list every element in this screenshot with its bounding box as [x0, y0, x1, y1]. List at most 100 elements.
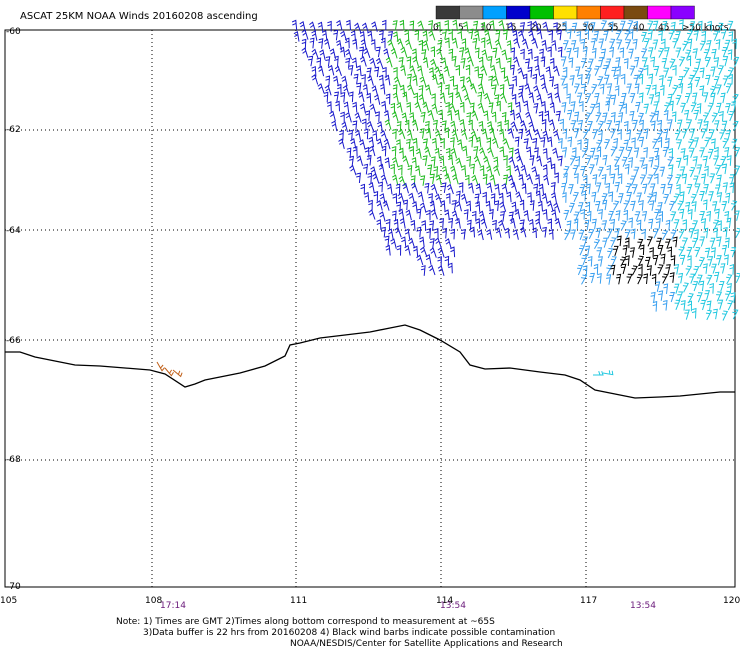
wind-barb: [611, 94, 617, 106]
wind-barb: [630, 228, 636, 240]
wind-barb: [580, 274, 588, 285]
wind-barb: [385, 93, 391, 105]
wind-barb: [650, 291, 656, 303]
wind-barb: [363, 163, 369, 175]
wind-barb: [450, 228, 456, 240]
wind-barb: [564, 230, 571, 241]
wind-barb: [345, 37, 350, 49]
wind-barb: [548, 119, 556, 130]
wind-barb: [429, 238, 435, 249]
wind-barb: [366, 154, 372, 166]
wind-barb: [519, 120, 528, 131]
wind-barb: [577, 264, 584, 276]
wind-barb: [668, 100, 674, 112]
wind-barb: [688, 228, 695, 239]
wind-barb: [588, 164, 595, 175]
wind-barb: [486, 165, 493, 177]
wind-barb: [663, 110, 669, 121]
wind-barb: [468, 28, 474, 40]
wind-barb: [684, 309, 690, 320]
wind-barb: [638, 263, 643, 275]
wind-barb: [392, 193, 397, 204]
wind-barb: [445, 147, 451, 159]
wind-barb: [626, 191, 633, 203]
wind-barb: [698, 256, 706, 268]
wind-barb: [403, 199, 408, 211]
wind-barb: [667, 76, 673, 87]
wind-barb: [553, 130, 560, 141]
wind-barb: [325, 75, 331, 87]
wind-barb: [435, 174, 442, 186]
wind-barb: [645, 85, 652, 96]
wind-barb: [539, 74, 546, 85]
wind-barb: [311, 30, 318, 41]
wind-barb: [499, 84, 505, 95]
wind-barb: [549, 76, 555, 87]
wind-barb: [661, 20, 668, 32]
wind-barb: [371, 85, 379, 96]
wind-barb: [449, 75, 455, 87]
y-axis-labels: -60 -62 -64 -66 -68 -70: [6, 27, 21, 592]
wind-barb: [632, 119, 638, 131]
wind-barb: [509, 217, 516, 229]
wind-barb: [647, 174, 654, 185]
wind-barb: [384, 119, 392, 130]
wind-barb: [361, 22, 369, 34]
wind-barb: [394, 226, 402, 238]
wind-barb: [606, 83, 613, 94]
wind-barb: [404, 228, 411, 240]
wind-barb: [586, 210, 592, 222]
wind-barb: [629, 65, 636, 76]
wind-barb: [482, 191, 487, 203]
wind-barb: [353, 73, 359, 85]
wind-barb: [504, 119, 509, 131]
wind-barb: [624, 237, 630, 249]
wind-barb: [375, 57, 384, 69]
wind-barb: [628, 217, 633, 229]
wind-barb: [624, 163, 630, 175]
wind-barb: [641, 228, 646, 240]
wind-barb: [553, 22, 558, 33]
wind-barb: [494, 183, 500, 195]
wind-barb: [518, 174, 524, 185]
wind-barb: [718, 110, 724, 122]
wind-barb: [632, 38, 638, 50]
wind-barb: [383, 48, 390, 59]
wind-barb: [430, 46, 435, 58]
wind-barb: [412, 201, 418, 212]
legend-label-50: >50 knots: [682, 23, 729, 33]
wind-barb: [623, 200, 630, 211]
wind-barb: [402, 91, 408, 103]
wind-barb: [451, 129, 459, 141]
wind-barb: [686, 30, 694, 41]
wind-barb: [460, 129, 468, 140]
wind-barb: [589, 272, 595, 284]
wind-barb: [711, 263, 717, 274]
wind-barb: [345, 57, 351, 69]
wind-barb: [694, 77, 701, 88]
wind-barb: [699, 190, 705, 202]
wind-barb: [477, 83, 485, 94]
wind-barb: [714, 146, 719, 158]
wind-barb: [466, 55, 474, 67]
wind-barb: [380, 130, 388, 141]
wind-barb: [606, 274, 612, 285]
wind-barb: [696, 164, 703, 175]
wind-barb: [374, 66, 380, 78]
wind-barb: [566, 93, 571, 105]
wind-barb: [696, 292, 703, 303]
wind-barb: [551, 39, 557, 51]
wind-barb: [411, 157, 417, 168]
wind-barb: [697, 119, 703, 130]
wind-barb: [645, 256, 651, 268]
wind-barb: [539, 48, 544, 60]
wind-barb: [311, 48, 319, 60]
wind-barb: [636, 219, 642, 231]
wind-barb: [649, 112, 656, 123]
wind-barb: [617, 129, 622, 140]
wind-barb: [712, 201, 718, 212]
wind-barb: [690, 193, 697, 204]
wind-barb: [601, 220, 608, 231]
wind-barb: [596, 273, 602, 284]
wind-barb: [327, 64, 335, 76]
